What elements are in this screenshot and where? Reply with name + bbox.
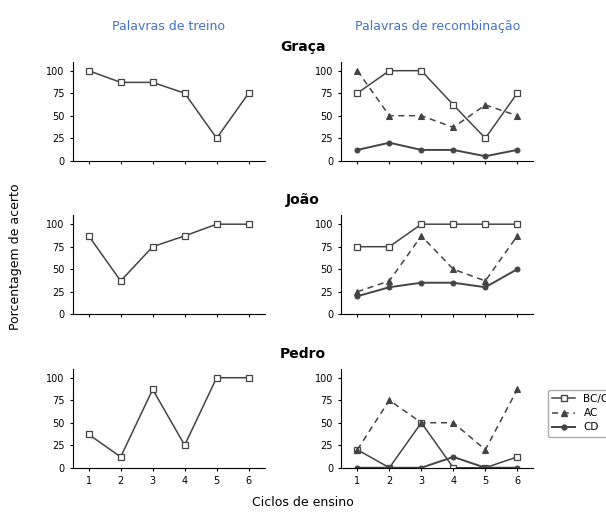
Legend: BC/CB, AC, CD: BC/CB, AC, CD (548, 390, 606, 436)
Text: Ciclos de ensino: Ciclos de ensino (252, 496, 354, 509)
Text: Palavras de treino: Palavras de treino (112, 21, 225, 33)
Text: Palavras de recombinação: Palavras de recombinação (355, 21, 520, 33)
Text: Graça: Graça (280, 40, 326, 54)
Text: Pedro: Pedro (280, 347, 326, 361)
Text: Porcentagem de acerto: Porcentagem de acerto (8, 183, 22, 331)
Text: João: João (286, 193, 320, 208)
